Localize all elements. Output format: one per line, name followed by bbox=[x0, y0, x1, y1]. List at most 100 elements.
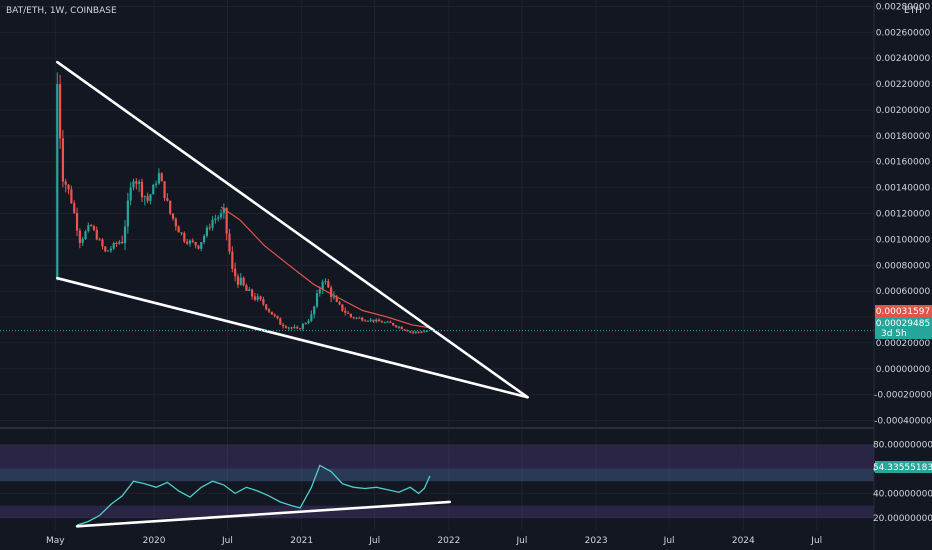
currency-label: ETH bbox=[904, 6, 922, 16]
candle-body bbox=[406, 330, 409, 332]
candle-body bbox=[284, 326, 288, 328]
candle-body bbox=[423, 331, 426, 333]
candle-body bbox=[228, 233, 231, 252]
price-axis-label: 0.00180000 bbox=[876, 132, 931, 142]
oscillator-line bbox=[76, 464, 431, 526]
candle-body bbox=[222, 207, 225, 214]
candle-body bbox=[138, 181, 141, 184]
candle-body bbox=[154, 183, 158, 185]
candle-body bbox=[290, 327, 293, 329]
candle-body bbox=[327, 281, 330, 288]
oscillator-value-tag: 54.33555183 bbox=[873, 461, 932, 473]
candle-body bbox=[75, 212, 79, 231]
candle-body bbox=[84, 231, 87, 240]
candle-body bbox=[366, 320, 369, 322]
ma-price-tag: 0.00031597 bbox=[875, 305, 932, 317]
candle-body bbox=[262, 299, 265, 305]
bar-countdown: 3d 5h bbox=[881, 329, 907, 339]
candle-body bbox=[307, 320, 310, 323]
chart-grid bbox=[0, 0, 874, 530]
candle-body bbox=[332, 296, 336, 298]
candle-body bbox=[346, 312, 350, 314]
candle-body bbox=[242, 277, 245, 286]
candle-body bbox=[118, 241, 121, 244]
candle-body bbox=[409, 331, 412, 333]
candle-body bbox=[174, 218, 177, 227]
candle-body bbox=[293, 327, 296, 329]
candle-body bbox=[157, 173, 161, 184]
time-axis-label: Jul bbox=[368, 536, 380, 546]
candle-body bbox=[248, 289, 251, 291]
oscillator-axis-label: 80.00000000 bbox=[873, 441, 932, 451]
candle-body bbox=[180, 232, 183, 234]
candle-body bbox=[375, 319, 378, 322]
candle-body bbox=[58, 84, 62, 139]
candle-body bbox=[383, 322, 386, 324]
time-axis-label: May bbox=[46, 536, 65, 546]
candle-body bbox=[273, 314, 276, 316]
candle-body bbox=[73, 203, 76, 213]
wedge-trendlines[interactable] bbox=[55, 60, 529, 399]
candle-body bbox=[304, 322, 307, 324]
candle-body bbox=[315, 293, 319, 307]
price-axis-label: 0.00280000 bbox=[876, 2, 931, 12]
candle-body bbox=[287, 327, 290, 329]
candle-body bbox=[112, 242, 115, 249]
candle-body bbox=[194, 241, 197, 246]
price-axis-label: 0.00160000 bbox=[876, 158, 931, 168]
candle-body bbox=[386, 321, 389, 323]
candle-body bbox=[234, 268, 237, 277]
candle-body bbox=[92, 226, 96, 230]
candle-body bbox=[392, 322, 395, 326]
candle-body bbox=[380, 321, 384, 323]
candle-body bbox=[140, 181, 144, 198]
candle-body bbox=[231, 251, 234, 269]
time-axis-label: Jul bbox=[663, 536, 675, 546]
candle-body bbox=[417, 331, 420, 333]
candle-body bbox=[403, 329, 406, 331]
candle-body bbox=[81, 239, 84, 243]
oscillator-trendline[interactable] bbox=[75, 500, 452, 528]
candle-body bbox=[214, 218, 217, 220]
candle-body bbox=[177, 226, 180, 233]
candle-body bbox=[225, 207, 228, 234]
candle-body bbox=[56, 84, 59, 279]
time-axis-label: 2022 bbox=[437, 536, 460, 546]
candle-body bbox=[152, 184, 155, 195]
price-axis-label: 0.00220000 bbox=[876, 80, 931, 90]
price-axis-label: 0.00260000 bbox=[876, 28, 931, 38]
ma-price-value: 0.00031597 bbox=[876, 307, 930, 317]
candle-body bbox=[265, 304, 268, 310]
candle-body bbox=[135, 181, 138, 184]
candle-body bbox=[253, 296, 256, 300]
candle-body bbox=[239, 277, 242, 285]
candle-body bbox=[361, 317, 364, 321]
candle-body bbox=[420, 332, 423, 334]
oscillator-value: 54.33555183 bbox=[873, 463, 932, 473]
oscillator-band bbox=[0, 505, 874, 518]
candle-body bbox=[335, 296, 338, 302]
candle-body bbox=[411, 331, 415, 333]
time-axis-label: Jul bbox=[810, 536, 822, 546]
candle-body bbox=[78, 230, 81, 243]
candle-body bbox=[369, 319, 372, 321]
oscillator-bands bbox=[0, 444, 874, 518]
candle-body bbox=[282, 324, 285, 327]
price-axis-label: -0.00020000 bbox=[874, 391, 932, 401]
candle-body bbox=[338, 301, 341, 305]
candle-body bbox=[236, 276, 240, 285]
candle-body bbox=[87, 225, 90, 232]
candle-body bbox=[205, 227, 209, 236]
candle-body bbox=[344, 310, 347, 313]
candle-body bbox=[400, 326, 403, 330]
candle-body bbox=[146, 196, 149, 201]
candle-body bbox=[378, 319, 381, 322]
candle-body bbox=[126, 200, 129, 227]
time-axis[interactable]: May 2020 Jul 2021 Jul 2022 Jul 2023 Jul 2024 Jul bbox=[46, 536, 822, 546]
candle-body bbox=[132, 181, 135, 188]
candlestick-series bbox=[56, 72, 429, 335]
candle-body bbox=[64, 181, 67, 185]
time-axis-label: 2020 bbox=[143, 536, 166, 546]
price-axis-label: 0.00100000 bbox=[876, 235, 931, 245]
